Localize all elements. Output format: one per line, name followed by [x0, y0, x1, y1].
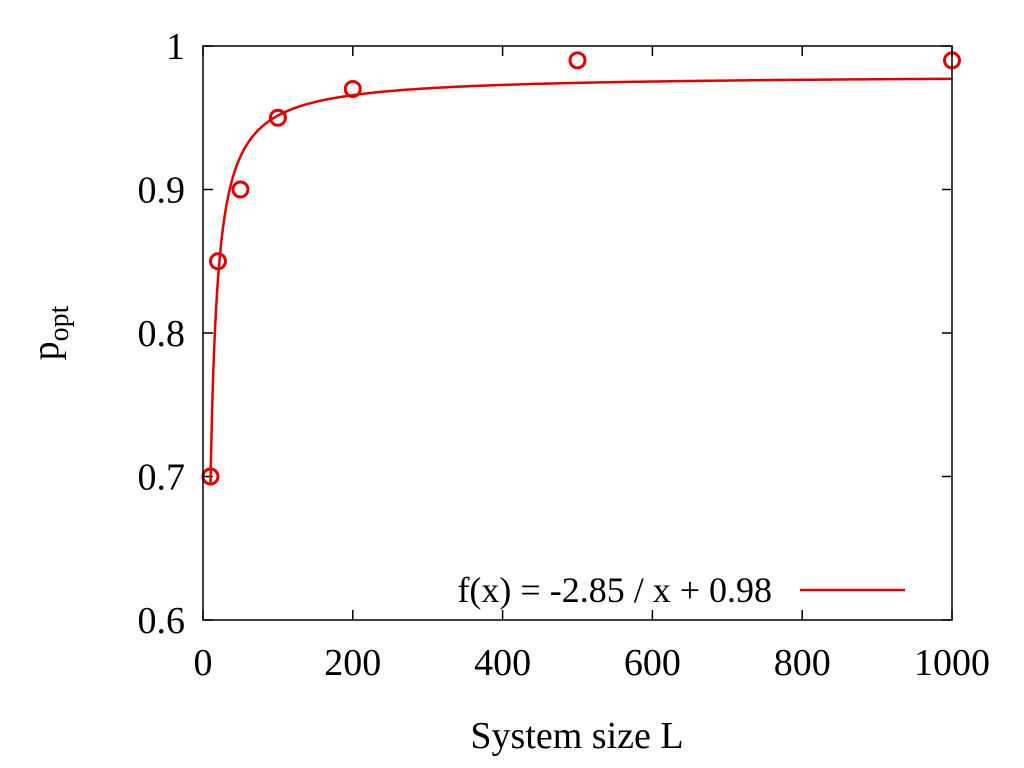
y-axis-title: popt [25, 305, 75, 360]
legend: f(x) = -2.85 / x + 0.98 [457, 570, 905, 610]
y-axis-title-subscript: opt [44, 305, 75, 341]
x-tick-label: 600 [624, 642, 681, 684]
x-tick-label: 200 [324, 642, 381, 684]
data-point [268, 108, 287, 127]
y-tick-label: 0.9 [138, 170, 186, 212]
plot-frame [202, 45, 953, 621]
x-tick-label: 800 [774, 642, 831, 684]
y-axis-title-main: p [25, 341, 67, 360]
y-tick-label: 0.6 [138, 600, 186, 642]
y-tick-label: 0.8 [138, 313, 186, 355]
tick-labels-layer: 0 200 400 600 800 1000 0.6 0.7 0.8 0.9 1 [138, 26, 991, 684]
series-layer [201, 51, 961, 486]
fit-curve [209, 77, 953, 484]
y-tick-label: 0.7 [138, 457, 186, 499]
data-point [208, 252, 227, 271]
y-tick-label: 1 [166, 26, 185, 68]
data-point [568, 51, 587, 70]
data-point [231, 180, 250, 199]
data-point [343, 80, 362, 99]
x-axis-title: System size L [470, 715, 683, 757]
legend-label: f(x) = -2.85 / x + 0.98 [457, 570, 772, 610]
x-tick-label: 0 [194, 642, 213, 684]
ticks-layer [202, 45, 953, 621]
x-tick-label: 1000 [914, 642, 990, 684]
x-tick-label: 400 [474, 642, 531, 684]
